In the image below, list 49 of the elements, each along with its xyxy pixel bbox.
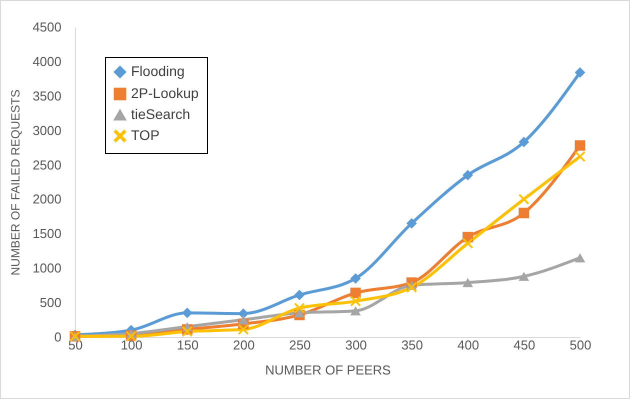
point — [294, 302, 305, 314]
point — [518, 136, 530, 148]
x-tick-label: 100 — [120, 338, 142, 352]
legend-label: tieSearch — [131, 106, 190, 122]
point — [350, 273, 361, 284]
point — [518, 194, 530, 204]
legend-label: 2P-Lookup — [131, 85, 199, 101]
point — [462, 238, 474, 249]
x-tick-label: 300 — [345, 338, 367, 352]
point — [462, 170, 474, 180]
point — [238, 315, 249, 324]
point — [462, 278, 474, 288]
point — [574, 253, 586, 262]
y-tick-label: 2500 — [32, 157, 62, 172]
legend-label: TOP — [131, 127, 160, 143]
x-tick-label: 350 — [401, 338, 424, 352]
point — [294, 308, 305, 318]
y-tick-label: 4000 — [32, 54, 62, 69]
legend-label: Flooding — [131, 63, 185, 79]
y-tick-label: 3500 — [32, 88, 62, 104]
x-axis-title: NUMBER OF PEERS — [265, 362, 392, 378]
y-tick-label: 3000 — [32, 122, 62, 138]
x-tick-label: 250 — [289, 338, 311, 352]
point — [574, 151, 586, 162]
point — [406, 282, 417, 293]
x-tick-label: 500 — [570, 338, 592, 352]
point — [238, 308, 249, 319]
point — [574, 67, 586, 78]
y-tick-label: 4500 — [32, 20, 62, 34]
point — [518, 208, 530, 218]
x-tick-label: 450 — [514, 338, 536, 352]
point — [350, 296, 361, 306]
point — [350, 288, 361, 298]
x-tick-label: 150 — [176, 338, 199, 352]
y-tick-label: 1500 — [32, 226, 62, 242]
point — [238, 324, 249, 335]
y-axis-title: NUMBER OF FAILED REQUESTS — [8, 89, 23, 276]
point — [574, 140, 586, 151]
point — [518, 272, 530, 281]
y-tick-label: 1000 — [32, 260, 62, 276]
x-tick-label: 400 — [457, 338, 480, 352]
x-tick-label: 200 — [232, 338, 255, 352]
point — [350, 306, 361, 316]
point — [406, 218, 417, 229]
y-tick-label: 2000 — [32, 192, 62, 207]
point — [294, 290, 305, 300]
point — [182, 308, 192, 318]
y-tick-label: 500 — [40, 295, 62, 310]
y-tick-label: 0 — [54, 330, 62, 344]
